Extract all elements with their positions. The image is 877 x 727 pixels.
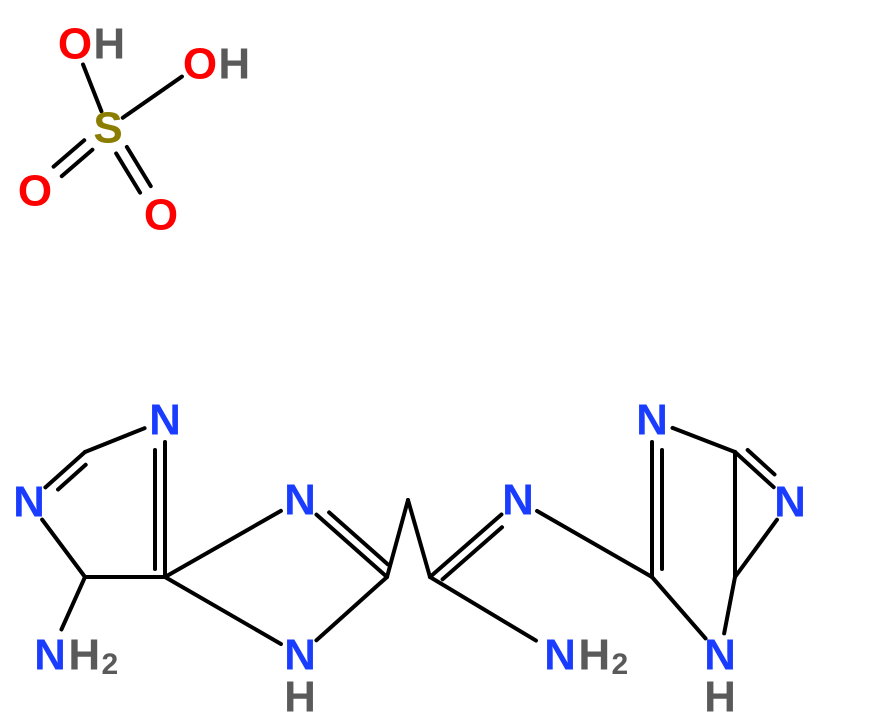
svg-text:N: N — [13, 478, 45, 527]
svg-text:N: N — [636, 396, 668, 445]
svg-text:O: O — [144, 191, 178, 240]
svg-text:O: O — [183, 40, 217, 89]
svg-text:N: N — [502, 476, 534, 525]
svg-text:N: N — [284, 476, 316, 525]
svg-text:N: N — [34, 631, 66, 680]
molecule-drawing: SOHOHOONNNNHNH2NNNNHNH2 — [0, 0, 877, 727]
svg-text:2: 2 — [101, 648, 118, 681]
svg-text:H: H — [284, 672, 316, 721]
svg-text:H: H — [93, 20, 125, 69]
svg-text:N: N — [544, 631, 576, 680]
svg-text:H: H — [218, 40, 250, 89]
svg-text:N: N — [149, 396, 181, 445]
svg-text:S: S — [93, 104, 122, 153]
svg-text:H: H — [704, 672, 736, 721]
svg-text:H: H — [68, 631, 100, 680]
svg-text:H: H — [578, 631, 610, 680]
svg-text:N: N — [774, 478, 806, 527]
svg-text:O: O — [58, 20, 92, 69]
svg-text:2: 2 — [611, 648, 628, 681]
svg-text:O: O — [18, 167, 52, 216]
